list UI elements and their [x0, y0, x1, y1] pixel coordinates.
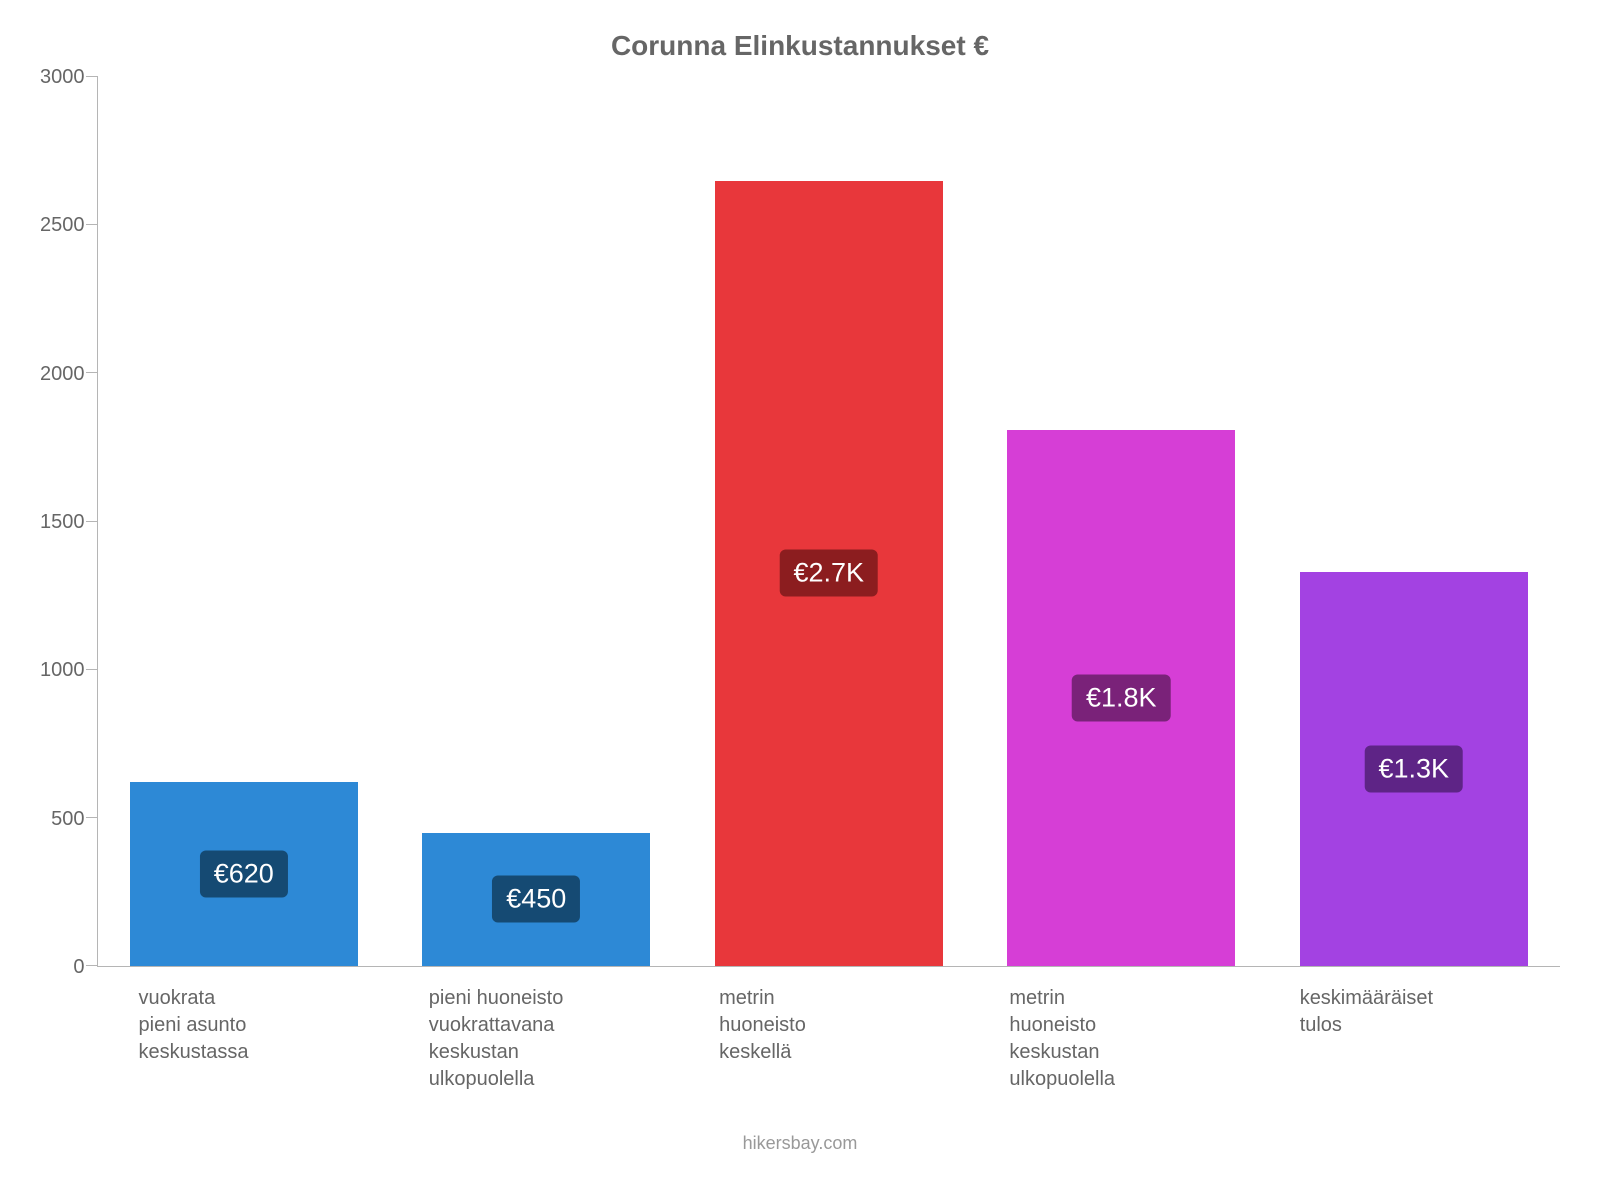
x-axis-label-line: huoneisto — [719, 1012, 979, 1039]
chart-title: Corunna Elinkustannukset € — [40, 30, 1560, 62]
plot-row: 300025002000150010005000 €620 €450 €2.7K €1… — [40, 77, 1560, 967]
x-axis-label-line: vuokrattavana — [429, 1012, 689, 1039]
bar-slot: €2.7K — [683, 77, 976, 966]
chart-container: Corunna Elinkustannukset € 3000250020001… — [0, 0, 1600, 1200]
x-axis-label-line: keskellä — [719, 1039, 979, 1066]
bar: €450 — [422, 833, 650, 966]
x-axis-spacer — [40, 967, 109, 1093]
bar-slot: €1.8K — [975, 77, 1268, 966]
x-axis-label-line: ulkopuolella — [1009, 1066, 1269, 1093]
bar: €620 — [130, 782, 358, 966]
bar-value-label: €620 — [200, 851, 288, 898]
y-axis-tick-mark — [86, 817, 98, 818]
x-axis-labels: vuokratapieni asuntokeskustassapieni huo… — [109, 967, 1561, 1093]
y-axis-tick-mark — [86, 965, 98, 966]
x-axis-row: vuokratapieni asuntokeskustassapieni huo… — [40, 967, 1560, 1093]
x-axis-label: metrinhuoneistokeskellä — [689, 967, 979, 1093]
bar-slot: €620 — [98, 77, 391, 966]
x-axis-label: keskimääräisettulos — [1270, 967, 1560, 1093]
bar-slot: €450 — [390, 77, 683, 966]
bar-slot: €1.3K — [1268, 77, 1561, 966]
x-axis-label-line: huoneisto — [1009, 1012, 1269, 1039]
plot-area: €620 €450 €2.7K €1.8K €1.3K — [97, 77, 1561, 967]
y-axis-tick-mark — [86, 76, 98, 77]
bars-layer: €620 €450 €2.7K €1.8K €1.3K — [98, 77, 1561, 966]
bar: €2.7K — [715, 181, 943, 966]
bar-value-label: €1.8K — [1072, 674, 1171, 721]
y-axis-tick-mark — [86, 372, 98, 373]
y-axis: 300025002000150010005000 — [40, 77, 97, 967]
x-axis-label-line: metrin — [719, 985, 979, 1012]
bar-value-label: €1.3K — [1364, 745, 1463, 792]
x-axis-label-line: ulkopuolella — [429, 1066, 689, 1093]
y-axis-tick-mark — [86, 521, 98, 522]
x-axis-label: vuokratapieni asuntokeskustassa — [109, 967, 399, 1093]
y-axis-tick-mark — [86, 669, 98, 670]
x-axis-label-line: pieni huoneisto — [429, 985, 689, 1012]
x-axis-label: metrinhuoneistokeskustanulkopuolella — [979, 967, 1269, 1093]
x-axis-label-line: metrin — [1009, 985, 1269, 1012]
x-axis-label-line: tulos — [1300, 1012, 1560, 1039]
x-axis-label-line: keskimääräiset — [1300, 985, 1560, 1012]
y-axis-tick-mark — [86, 224, 98, 225]
bar: €1.3K — [1300, 572, 1528, 966]
chart-footer: hikersbay.com — [40, 1133, 1560, 1154]
bar-value-label: €2.7K — [779, 550, 878, 597]
x-axis-label-line: keskustassa — [139, 1039, 399, 1066]
bar: €1.8K — [1007, 430, 1235, 966]
x-axis-label-line: pieni asunto — [139, 1012, 399, 1039]
x-axis-label-line: keskustan — [1009, 1039, 1269, 1066]
bar-value-label: €450 — [492, 876, 580, 923]
x-axis-label: pieni huoneistovuokrattavanakeskustanulk… — [399, 967, 689, 1093]
x-axis-label-line: keskustan — [429, 1039, 689, 1066]
x-axis-label-line: vuokrata — [139, 985, 399, 1012]
